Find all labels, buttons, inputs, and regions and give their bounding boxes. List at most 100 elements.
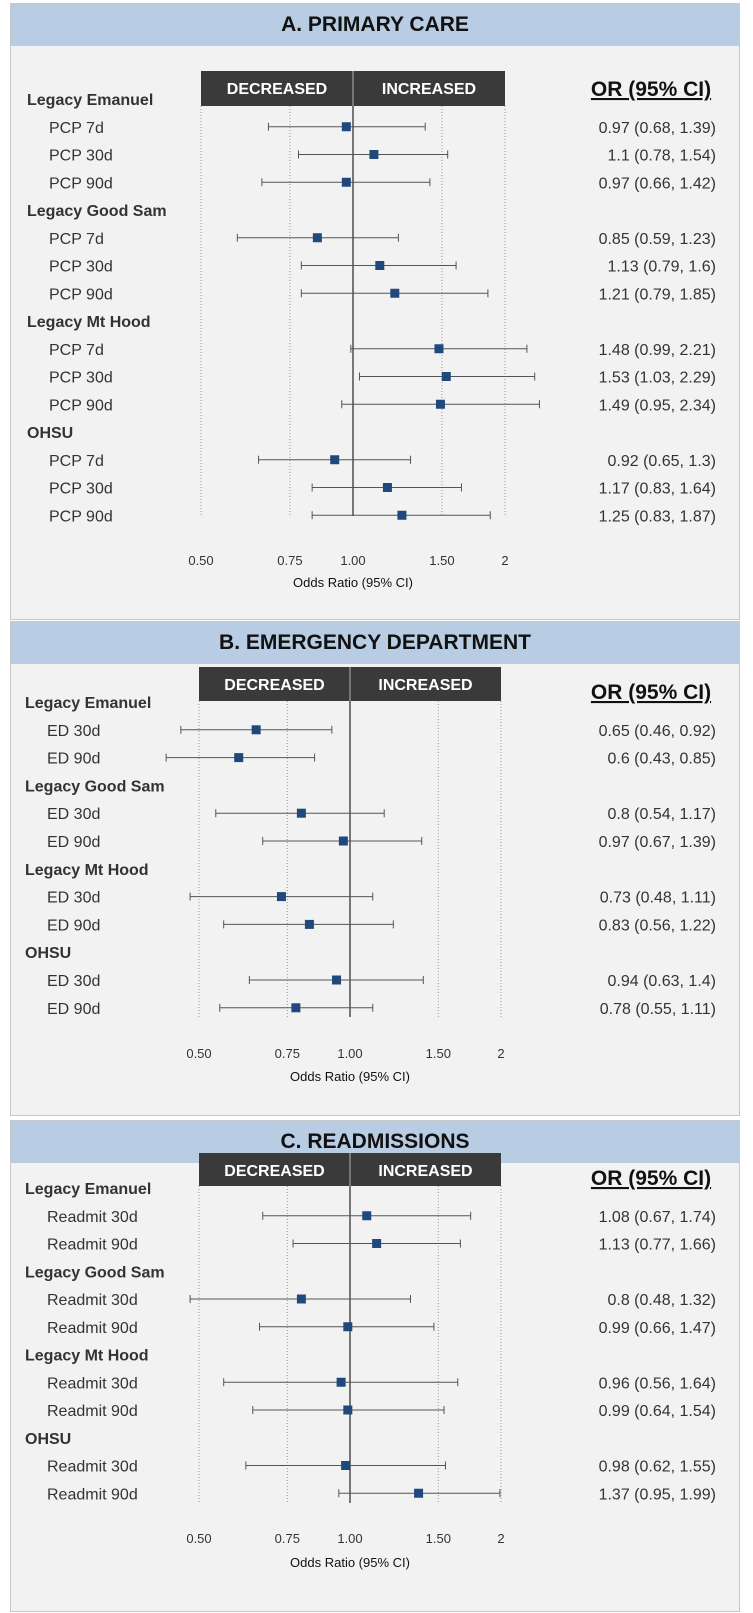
or-value: 0.8 (0.48, 1.32) bbox=[607, 1292, 716, 1309]
or-value: 0.6 (0.43, 0.85) bbox=[607, 751, 716, 768]
or-header: OR (95% CI) bbox=[591, 681, 711, 704]
or-value: 1.37 (0.95, 1.99) bbox=[599, 1486, 716, 1503]
or-value: 0.99 (0.64, 1.54) bbox=[599, 1403, 716, 1420]
row-label: Readmit 30d bbox=[47, 1209, 138, 1226]
or-value: 0.96 (0.56, 1.64) bbox=[599, 1375, 716, 1392]
group-label: OHSU bbox=[25, 945, 71, 962]
or-point bbox=[338, 836, 348, 846]
group-label: Legacy Emanuel bbox=[25, 695, 151, 712]
row-label: PCP 30d bbox=[49, 481, 113, 498]
group-label: Legacy Good Sam bbox=[25, 778, 165, 795]
or-value: 0.98 (0.62, 1.55) bbox=[599, 1459, 716, 1476]
row-label: PCP 90d bbox=[49, 508, 113, 525]
x-tick-label: 0.50 bbox=[188, 553, 213, 568]
x-tick-label: 0.50 bbox=[186, 1531, 211, 1546]
x-tick-label: 1.50 bbox=[426, 1531, 451, 1546]
or-value: 0.99 (0.66, 1.47) bbox=[599, 1320, 716, 1337]
forest-plot-readmissions: 0.50 0.75 1.00 1.50 2 DECREASED INCREASED OR (9… bbox=[25, 1153, 716, 1570]
or-point bbox=[304, 919, 314, 929]
or-value: 0.92 (0.65, 1.3) bbox=[607, 453, 716, 470]
group-label: Legacy Emanuel bbox=[25, 1181, 151, 1198]
or-point bbox=[343, 1405, 353, 1415]
decreased-band bbox=[199, 667, 349, 701]
or-value: 0.97 (0.67, 1.39) bbox=[599, 834, 716, 851]
or-point bbox=[291, 1003, 301, 1013]
group-label: OHSU bbox=[27, 425, 73, 442]
row-label: ED 90d bbox=[47, 917, 100, 934]
or-point bbox=[276, 892, 286, 902]
x-tick-label: 0.75 bbox=[277, 553, 302, 568]
panel-emergency-department: B. EMERGENCY DEPARTMENT 0.50 0.75 1.00 1.50… bbox=[10, 621, 740, 1116]
or-point bbox=[312, 233, 322, 243]
panel-readmissions: C. READMISSIONS 0.50 0.75 1.00 1.50 2 DECREAS… bbox=[10, 1120, 740, 1612]
or-value: 1.53 (1.03, 2.29) bbox=[599, 370, 716, 387]
row-label: PCP 90d bbox=[49, 286, 113, 303]
or-value: 0.97 (0.68, 1.39) bbox=[599, 120, 716, 137]
x-tick-label: 1.00 bbox=[337, 1046, 362, 1061]
decreased-label: DECREASED bbox=[224, 1163, 324, 1180]
forest-plot-primary-care: 0.50 0.75 1.00 1.50 2 DECREASED INCREASED OR (9… bbox=[27, 71, 716, 590]
or-value: 1.17 (0.83, 1.64) bbox=[599, 481, 716, 498]
x-tick-label: 1.00 bbox=[337, 1531, 362, 1546]
or-point bbox=[362, 1211, 372, 1221]
or-value: 0.83 (0.56, 1.22) bbox=[599, 917, 716, 934]
or-value: 0.8 (0.54, 1.17) bbox=[607, 806, 716, 823]
panel-title: B. EMERGENCY DEPARTMENT bbox=[11, 622, 739, 664]
x-axis-label: Odds Ratio (95% CI) bbox=[293, 575, 413, 590]
or-value: 1.49 (0.95, 2.34) bbox=[599, 397, 716, 414]
row-label: ED 90d bbox=[47, 1001, 100, 1018]
x-axis-label: Odds Ratio (95% CI) bbox=[290, 1069, 410, 1084]
row-label: PCP 7d bbox=[49, 342, 104, 359]
row-label: Readmit 90d bbox=[47, 1486, 138, 1503]
row-label: PCP 7d bbox=[49, 453, 104, 470]
row-label: Readmit 30d bbox=[47, 1459, 138, 1476]
or-value: 0.65 (0.46, 0.92) bbox=[599, 723, 716, 740]
group-label: Legacy Good Sam bbox=[27, 203, 167, 220]
increased-band bbox=[351, 1153, 501, 1186]
row-label: ED 30d bbox=[47, 890, 100, 907]
forest-plot-emergency-department: 0.50 0.75 1.00 1.50 2 DECREASED INCREASED OR (9… bbox=[25, 667, 716, 1084]
increased-label: INCREASED bbox=[378, 677, 472, 694]
row-label: PCP 90d bbox=[49, 175, 113, 192]
increased-label: INCREASED bbox=[382, 81, 476, 98]
or-point bbox=[296, 808, 306, 818]
or-value: 1.48 (0.99, 2.21) bbox=[599, 342, 716, 359]
increased-band bbox=[351, 667, 501, 701]
or-point bbox=[435, 399, 445, 409]
decreased-band bbox=[201, 71, 352, 106]
row-label: PCP 30d bbox=[49, 148, 113, 165]
x-tick-label: 0.75 bbox=[275, 1046, 300, 1061]
or-point bbox=[369, 150, 379, 159]
or-point bbox=[375, 261, 385, 270]
row-label: ED 30d bbox=[47, 806, 100, 823]
x-tick-label: 2 bbox=[497, 1531, 504, 1546]
row-label: ED 90d bbox=[47, 834, 100, 851]
or-point bbox=[234, 753, 244, 763]
or-header: OR (95% CI) bbox=[591, 1167, 711, 1190]
or-point bbox=[341, 122, 351, 132]
or-header: OR (95% CI) bbox=[591, 78, 711, 101]
decreased-label: DECREASED bbox=[227, 81, 327, 98]
x-tick-label: 1.50 bbox=[426, 1046, 451, 1061]
row-label: ED 90d bbox=[47, 751, 100, 768]
or-point bbox=[382, 483, 392, 492]
or-point bbox=[341, 177, 351, 187]
or-point bbox=[434, 344, 444, 354]
x-tick-label: 2 bbox=[501, 553, 508, 568]
x-tick-label: 1.50 bbox=[429, 553, 454, 568]
group-label: Legacy Mt Hood bbox=[25, 1348, 149, 1365]
x-axis-label: Odds Ratio (95% CI) bbox=[290, 1555, 410, 1570]
or-point bbox=[296, 1294, 306, 1304]
or-point bbox=[336, 1377, 346, 1387]
group-label: Legacy Good Sam bbox=[25, 1264, 165, 1281]
x-tick-label: 0.50 bbox=[186, 1046, 211, 1061]
or-value: 0.94 (0.63, 1.4) bbox=[607, 973, 716, 990]
group-label: Legacy Emanuel bbox=[27, 92, 153, 109]
panel-primary-care: A. PRIMARY CARE 0.50 0.75 1.00 1.50 2 DECREAS… bbox=[10, 3, 740, 620]
panel-title: A. PRIMARY CARE bbox=[11, 4, 739, 46]
row-label: Readmit 90d bbox=[47, 1237, 138, 1254]
row-label: PCP 90d bbox=[49, 397, 113, 414]
row-label: Readmit 90d bbox=[47, 1320, 138, 1337]
or-point bbox=[414, 1488, 424, 1498]
or-value: 0.85 (0.59, 1.23) bbox=[599, 231, 716, 248]
